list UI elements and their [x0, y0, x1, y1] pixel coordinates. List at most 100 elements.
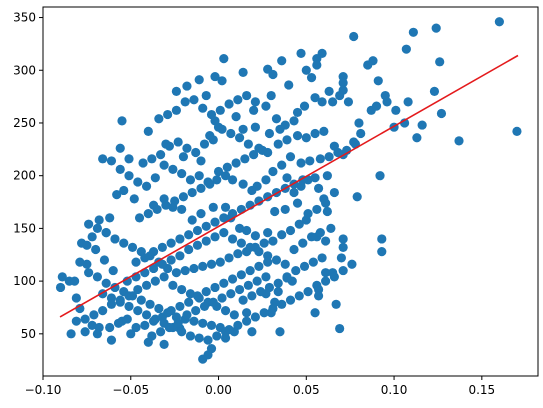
data-point	[171, 86, 181, 96]
data-point	[294, 291, 304, 301]
data-point	[338, 234, 348, 244]
data-point	[245, 265, 255, 276]
data-point	[231, 158, 241, 168]
data-point	[219, 213, 229, 223]
data-point	[187, 187, 197, 198]
data-point	[124, 291, 134, 301]
data-point	[356, 128, 366, 139]
data-point	[55, 282, 66, 293]
data-point	[189, 263, 199, 274]
data-point	[127, 242, 138, 252]
data-point	[87, 320, 97, 330]
data-point	[275, 327, 285, 337]
data-point	[235, 284, 245, 295]
data-point	[173, 137, 183, 147]
data-point	[220, 333, 231, 343]
data-point	[145, 299, 155, 309]
data-point	[285, 152, 296, 162]
data-point	[257, 145, 268, 155]
data-point	[271, 255, 282, 265]
data-point	[243, 280, 253, 290]
data-point	[217, 76, 227, 86]
data-point	[338, 265, 348, 276]
data-point	[141, 310, 152, 320]
data-point	[266, 90, 276, 101]
data-point	[308, 257, 318, 267]
data-point	[215, 257, 225, 267]
data-point	[289, 244, 299, 255]
data-point	[240, 154, 250, 164]
data-point	[224, 99, 234, 109]
data-point	[242, 225, 252, 236]
data-point	[284, 80, 294, 90]
data-point	[177, 204, 187, 215]
data-point	[247, 291, 257, 301]
data-point	[299, 101, 310, 111]
y-tick-label: 150	[13, 221, 36, 235]
data-point	[171, 105, 181, 115]
data-point	[75, 257, 85, 267]
x-tick-label: 0.15	[468, 383, 495, 397]
data-point	[352, 192, 362, 202]
data-point	[201, 236, 211, 246]
data-point	[219, 54, 229, 64]
data-point	[220, 202, 231, 212]
data-point	[263, 228, 273, 238]
data-point	[194, 333, 204, 343]
data-point	[236, 238, 246, 248]
data-point	[280, 204, 290, 215]
data-point	[182, 143, 192, 153]
data-point	[292, 198, 303, 208]
data-point	[338, 242, 348, 252]
data-point	[196, 183, 206, 193]
y-tick-label: 200	[13, 169, 36, 183]
data-point	[124, 171, 134, 181]
data-point	[259, 308, 269, 318]
data-point	[315, 154, 325, 164]
data-point	[201, 287, 211, 297]
data-point	[401, 44, 411, 54]
data-point	[105, 213, 115, 223]
data-point	[321, 276, 331, 286]
data-point	[198, 103, 208, 113]
data-point	[312, 60, 322, 70]
data-point	[312, 54, 322, 64]
data-point	[210, 217, 220, 227]
data-point	[92, 272, 103, 282]
data-point	[106, 299, 117, 309]
data-point	[235, 223, 245, 233]
data-point	[148, 316, 159, 326]
data-point	[119, 185, 129, 196]
data-point	[301, 133, 311, 143]
data-point	[252, 276, 262, 286]
data-point	[273, 287, 283, 297]
data-point	[156, 327, 166, 337]
data-point	[224, 253, 234, 263]
data-point	[105, 322, 115, 333]
data-point	[259, 238, 269, 248]
data-point	[235, 133, 245, 143]
data-point	[115, 295, 125, 305]
data-point	[199, 301, 210, 312]
data-point	[380, 90, 390, 101]
data-point	[152, 204, 162, 215]
data-point	[147, 331, 157, 341]
data-point	[94, 215, 104, 225]
data-point	[282, 272, 292, 282]
data-point	[249, 150, 259, 160]
data-point	[220, 171, 231, 181]
data-point	[124, 301, 134, 312]
data-point	[277, 299, 287, 309]
data-point	[112, 190, 122, 200]
data-point	[175, 234, 185, 244]
data-point	[333, 147, 343, 158]
data-point	[312, 280, 322, 290]
data-point	[229, 310, 239, 320]
data-point	[210, 282, 220, 293]
data-point	[371, 101, 382, 111]
data-point	[254, 246, 264, 257]
x-tick-label: −0.05	[112, 383, 149, 397]
data-point	[170, 196, 180, 206]
data-point	[377, 246, 387, 257]
data-point	[84, 219, 94, 229]
